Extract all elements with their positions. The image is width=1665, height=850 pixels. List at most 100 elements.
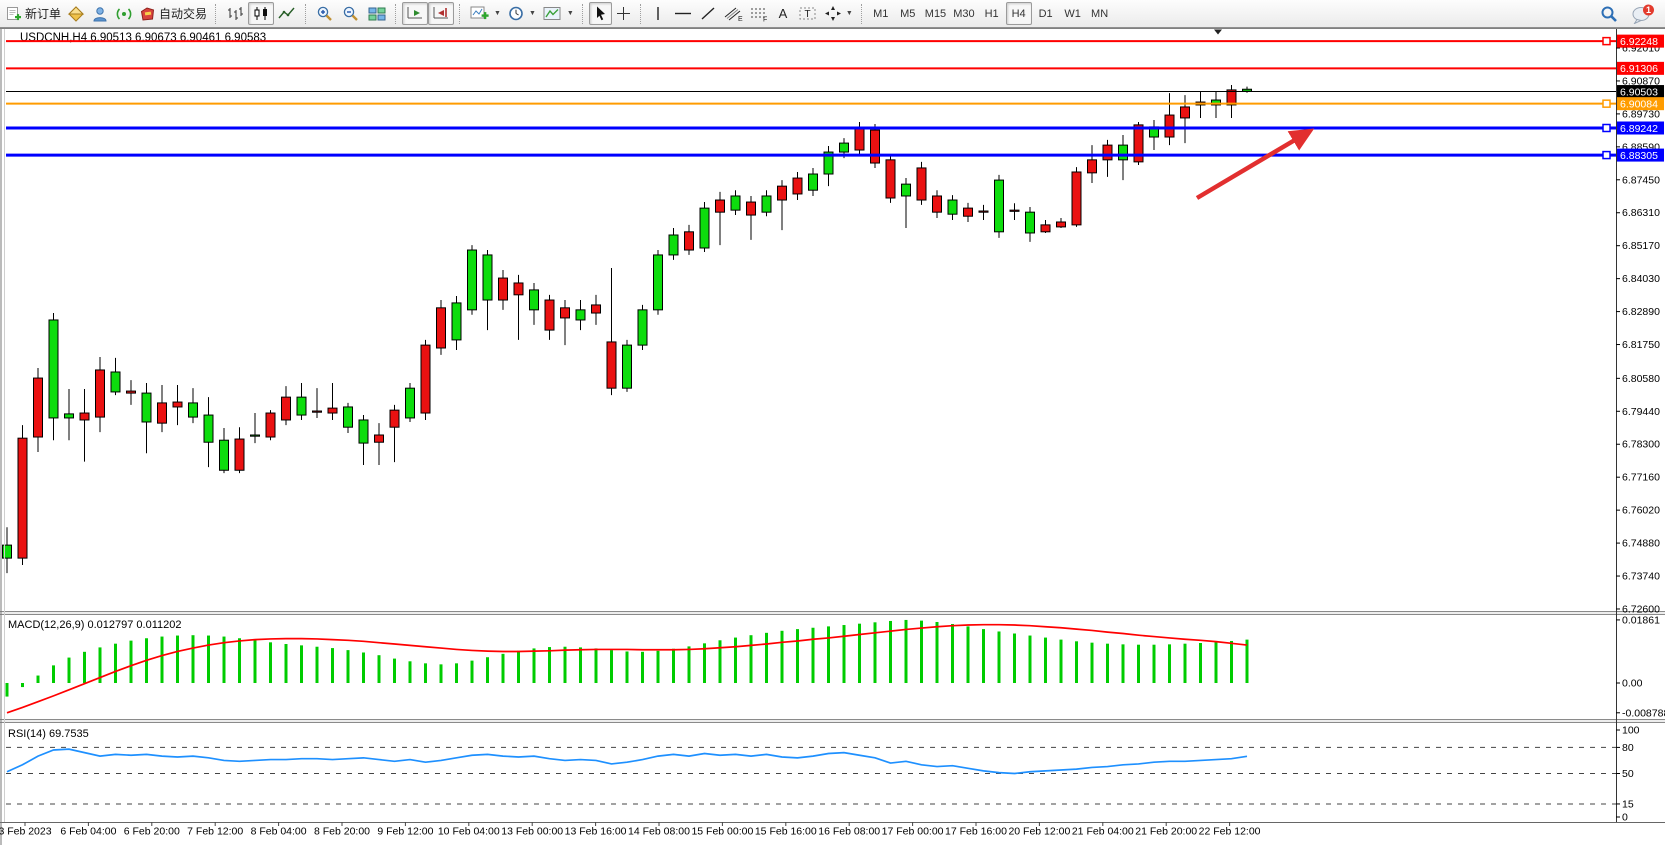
chart-shift-button[interactable] <box>428 2 455 25</box>
candle-bearish <box>374 434 384 443</box>
clock-icon <box>509 6 523 21</box>
macd-histogram-bar <box>129 640 133 683</box>
candlestick-chart-icon <box>254 7 268 20</box>
macd-histogram-bar <box>501 653 505 683</box>
candle-bullish <box>48 319 59 419</box>
profile-button[interactable] <box>88 2 112 25</box>
candle-bullish <box>2 544 12 559</box>
macd-histogram-bar <box>36 675 40 683</box>
vertical-line-tool-button[interactable] <box>647 2 670 25</box>
trendline-icon <box>701 7 715 20</box>
notifications-button[interactable]: 1 <box>1628 2 1658 25</box>
macd-histogram-bar <box>734 637 737 683</box>
candle-bearish <box>746 201 756 216</box>
time-tick-label: 8 Feb 20:00 <box>314 826 370 838</box>
macd-histogram-bar <box>1075 641 1078 683</box>
arrows-shapes-icon <box>824 6 841 21</box>
rsi-tick-label: 100 <box>1622 725 1640 737</box>
auto-scroll-button[interactable] <box>402 2 429 25</box>
bar-chart-button[interactable] <box>222 2 248 25</box>
macd-histogram-bar <box>114 643 117 683</box>
tab-timeframe-M15[interactable]: M15 <box>922 2 949 25</box>
new-order-button[interactable]: 新订单 <box>3 2 64 25</box>
tab-timeframe-H4[interactable]: H4 <box>1005 2 1032 25</box>
line-handle[interactable] <box>1602 36 1611 46</box>
macd-histogram-bar <box>191 635 195 683</box>
horizontal-line-tool-button[interactable] <box>670 2 696 25</box>
line-handle[interactable] <box>1602 99 1611 108</box>
tab-timeframe-D1[interactable]: D1 <box>1033 2 1059 25</box>
signals-button[interactable] <box>112 2 136 25</box>
toolbar-separator <box>395 3 397 24</box>
text-tool-button[interactable]: A <box>772 2 795 25</box>
price-tick-label: 6.86310 <box>1622 207 1660 219</box>
candle-bearish <box>1071 171 1082 226</box>
macd-histogram-bar <box>594 648 598 683</box>
macd-histogram-bar <box>377 655 381 683</box>
line-chart-button[interactable] <box>274 2 300 25</box>
tab-timeframe-M1[interactable]: M1 <box>868 2 894 25</box>
time-tick-label: 14 Feb 08:00 <box>628 826 690 838</box>
cursor-button[interactable] <box>588 2 612 25</box>
shapes-tool-button[interactable]: ▼ <box>821 2 856 25</box>
candle-bullish <box>1242 88 1252 92</box>
crosshair-button[interactable] <box>612 2 635 25</box>
macd-pane-splitter[interactable] <box>0 612 1665 614</box>
periods-button[interactable]: ▼ <box>504 2 539 25</box>
macd-histogram-bar <box>672 648 675 683</box>
candle-bearish <box>544 299 555 331</box>
fibonacci-tool-button[interactable]: F <box>746 2 772 25</box>
zoom-out-button[interactable] <box>338 2 364 25</box>
macd-histogram-bar <box>858 623 861 683</box>
time-tick-label: 13 Feb 00:00 <box>501 826 563 838</box>
line-handle[interactable] <box>1602 150 1611 160</box>
gold-diamond-icon <box>67 5 85 22</box>
time-tick-label: 17 Feb 00:00 <box>882 826 944 838</box>
time-tick-label: 15 Feb 16:00 <box>755 826 817 838</box>
price-tick-label: 6.81750 <box>1622 339 1660 351</box>
candle-bullish <box>668 234 679 256</box>
macd-tick-label: 0.01861 <box>1622 614 1660 626</box>
time-tick-label: 22 Feb 12:00 <box>1199 826 1261 838</box>
candle-bullish <box>358 419 369 444</box>
market-button[interactable] <box>64 2 88 25</box>
tab-timeframe-M30[interactable]: M30 <box>950 2 977 25</box>
candle-bullish <box>947 199 958 215</box>
candle-bearish <box>126 390 136 394</box>
templates-button[interactable]: ▼ <box>539 2 577 25</box>
trend-arrow-object[interactable] <box>1195 128 1315 200</box>
text-label-tool-button[interactable]: T <box>795 2 821 25</box>
text-label-icon: T <box>799 7 816 20</box>
price-badge <box>1617 85 1664 99</box>
channel-tool-button[interactable]: E <box>720 2 746 25</box>
candle-bullish <box>141 392 152 423</box>
rsi-pane-splitter[interactable] <box>0 720 1665 722</box>
tab-timeframe-H1[interactable]: H1 <box>979 2 1005 25</box>
macd-histogram-bar <box>532 648 536 683</box>
price-axis[interactable]: 6.920106.908706.897306.885906.874506.863… <box>1616 34 1665 824</box>
time-axis[interactable]: 3 Feb 2023 6 Feb 04:00 6 Feb 20:00 7 Feb 12… <box>0 822 1261 838</box>
toolbar-separator <box>215 3 217 24</box>
notification-badge: 1 <box>1646 5 1651 15</box>
tab-timeframe-M5[interactable]: M5 <box>895 2 921 25</box>
tile-windows-button[interactable] <box>364 2 390 25</box>
candlestick-chart-button[interactable] <box>248 2 275 25</box>
chart-shift-marker[interactable] <box>1214 29 1222 35</box>
candle-bearish <box>327 407 338 414</box>
macd-signal-line <box>6 623 1248 714</box>
autotrade-button[interactable]: 自动交易 <box>136 2 210 25</box>
line-handle[interactable] <box>1602 123 1611 133</box>
indicators-button[interactable]: ▼ <box>466 2 504 25</box>
trendline-tool-button[interactable] <box>696 2 720 25</box>
candle-bearish <box>389 409 400 428</box>
price-badge <box>1617 61 1664 75</box>
tab-timeframe-W1[interactable]: W1 <box>1060 2 1086 25</box>
candle-bearish <box>715 199 725 213</box>
shapes-dropdown-caret: ▼ <box>845 10 853 17</box>
tab-timeframe-MN[interactable]: MN <box>1087 2 1113 25</box>
zoom-in-button[interactable] <box>312 2 338 25</box>
search-button[interactable] <box>1596 2 1622 25</box>
candle-bearish <box>1009 209 1020 212</box>
